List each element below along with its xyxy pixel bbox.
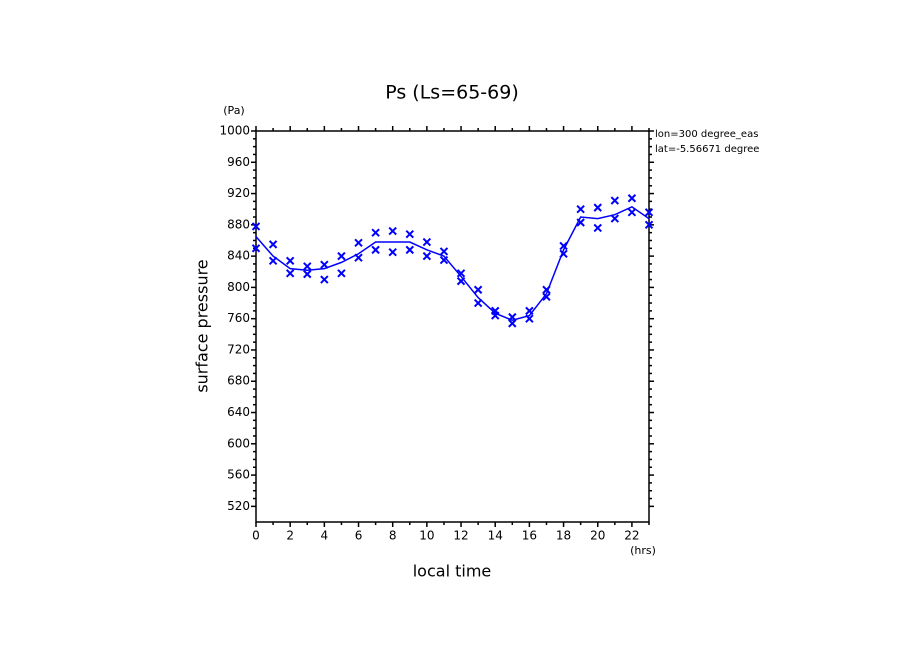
y-axis-label: surface pressure [193, 259, 212, 392]
sample-marker [251, 222, 261, 231]
x-unit: (hrs) [630, 544, 656, 557]
sample-marker [422, 237, 432, 247]
sample-marker [268, 240, 278, 249]
sample-marker [405, 230, 414, 239]
sample-marker [456, 276, 466, 286]
sample-marker [439, 255, 449, 265]
x-tick-label: 6 [355, 529, 363, 543]
annotation: lon=300 degree_eas [655, 129, 758, 140]
x-tick-label: 16 [522, 529, 537, 543]
chart-title: Ps (Ls=65-69) [385, 82, 519, 104]
sample-marker [456, 269, 466, 278]
sample-marker [303, 269, 312, 279]
x-tick-label: 18 [556, 529, 571, 543]
annotation: lat=-5.56671 degree [655, 144, 759, 155]
sample-marker [251, 244, 261, 253]
x-tick-label: 20 [590, 529, 605, 543]
y-tick-label: 760 [227, 311, 250, 325]
sample-marker [337, 269, 346, 278]
x-tick-label: 0 [252, 529, 260, 543]
y-tick-label: 520 [227, 499, 250, 513]
sample-marker [320, 260, 329, 269]
sample-marker [542, 292, 551, 301]
y-unit: (Pa) [223, 104, 244, 117]
sample-marker [644, 220, 654, 230]
plot-frame [255, 130, 650, 523]
y-tick-label: 560 [227, 468, 250, 482]
sample-marker [405, 245, 414, 255]
sample-marker [303, 262, 312, 271]
sample-marker [371, 228, 380, 237]
sample-marker [627, 208, 637, 217]
sample-marker [320, 275, 329, 284]
sample-marker [491, 306, 500, 316]
x-tick-label: 12 [453, 529, 468, 543]
y-tick-label: 600 [227, 436, 250, 450]
x-tick-label: 14 [488, 529, 503, 543]
sample-marker [268, 256, 278, 266]
x-tick-label: 8 [389, 529, 397, 543]
y-tick-label: 640 [227, 405, 250, 419]
sample-marker [388, 226, 397, 236]
y-tick-label: 720 [227, 342, 250, 356]
sample-marker [610, 196, 620, 205]
sample-marker [422, 251, 432, 261]
sample-marker [525, 306, 534, 316]
x-tick-label: 4 [321, 529, 329, 543]
sample-marker [285, 256, 295, 266]
sample-marker [593, 223, 602, 233]
sample-marker [371, 245, 380, 255]
sample-marker [627, 194, 637, 203]
y-tick-label: 800 [227, 280, 250, 294]
x-tick-label: 22 [624, 529, 639, 543]
x-axis-label: local time [413, 562, 492, 581]
x-tick-label: 2 [286, 529, 294, 543]
sample-marker [439, 247, 449, 256]
y-tick-label: 880 [227, 217, 250, 231]
mean-line [255, 205, 650, 322]
sample-marker [576, 204, 585, 214]
sample-marker [644, 208, 654, 217]
sample-marker [542, 285, 551, 294]
sample-marker [508, 312, 517, 322]
sample-marker [354, 238, 363, 248]
x-tick-label: 10 [419, 529, 434, 543]
y-tick-label: 920 [227, 186, 250, 200]
sample-marker [285, 269, 295, 278]
sample-marker [508, 319, 517, 328]
y-tick-label: 840 [227, 249, 250, 263]
sample-marker [559, 249, 568, 258]
sample-marker [593, 203, 602, 212]
y-tick-label: 960 [227, 155, 250, 169]
y-tick-label: 680 [227, 374, 250, 388]
y-tick-label: 1000 [219, 124, 250, 138]
sample-marker [388, 248, 397, 257]
sample-marker [576, 218, 585, 227]
sample-marker [354, 253, 363, 262]
sample-marker [473, 285, 483, 294]
sample-marker [525, 314, 534, 323]
sample-marker [559, 241, 568, 251]
sample-marker [610, 214, 620, 223]
sample-marker [473, 298, 483, 308]
sample-marker [337, 251, 346, 261]
